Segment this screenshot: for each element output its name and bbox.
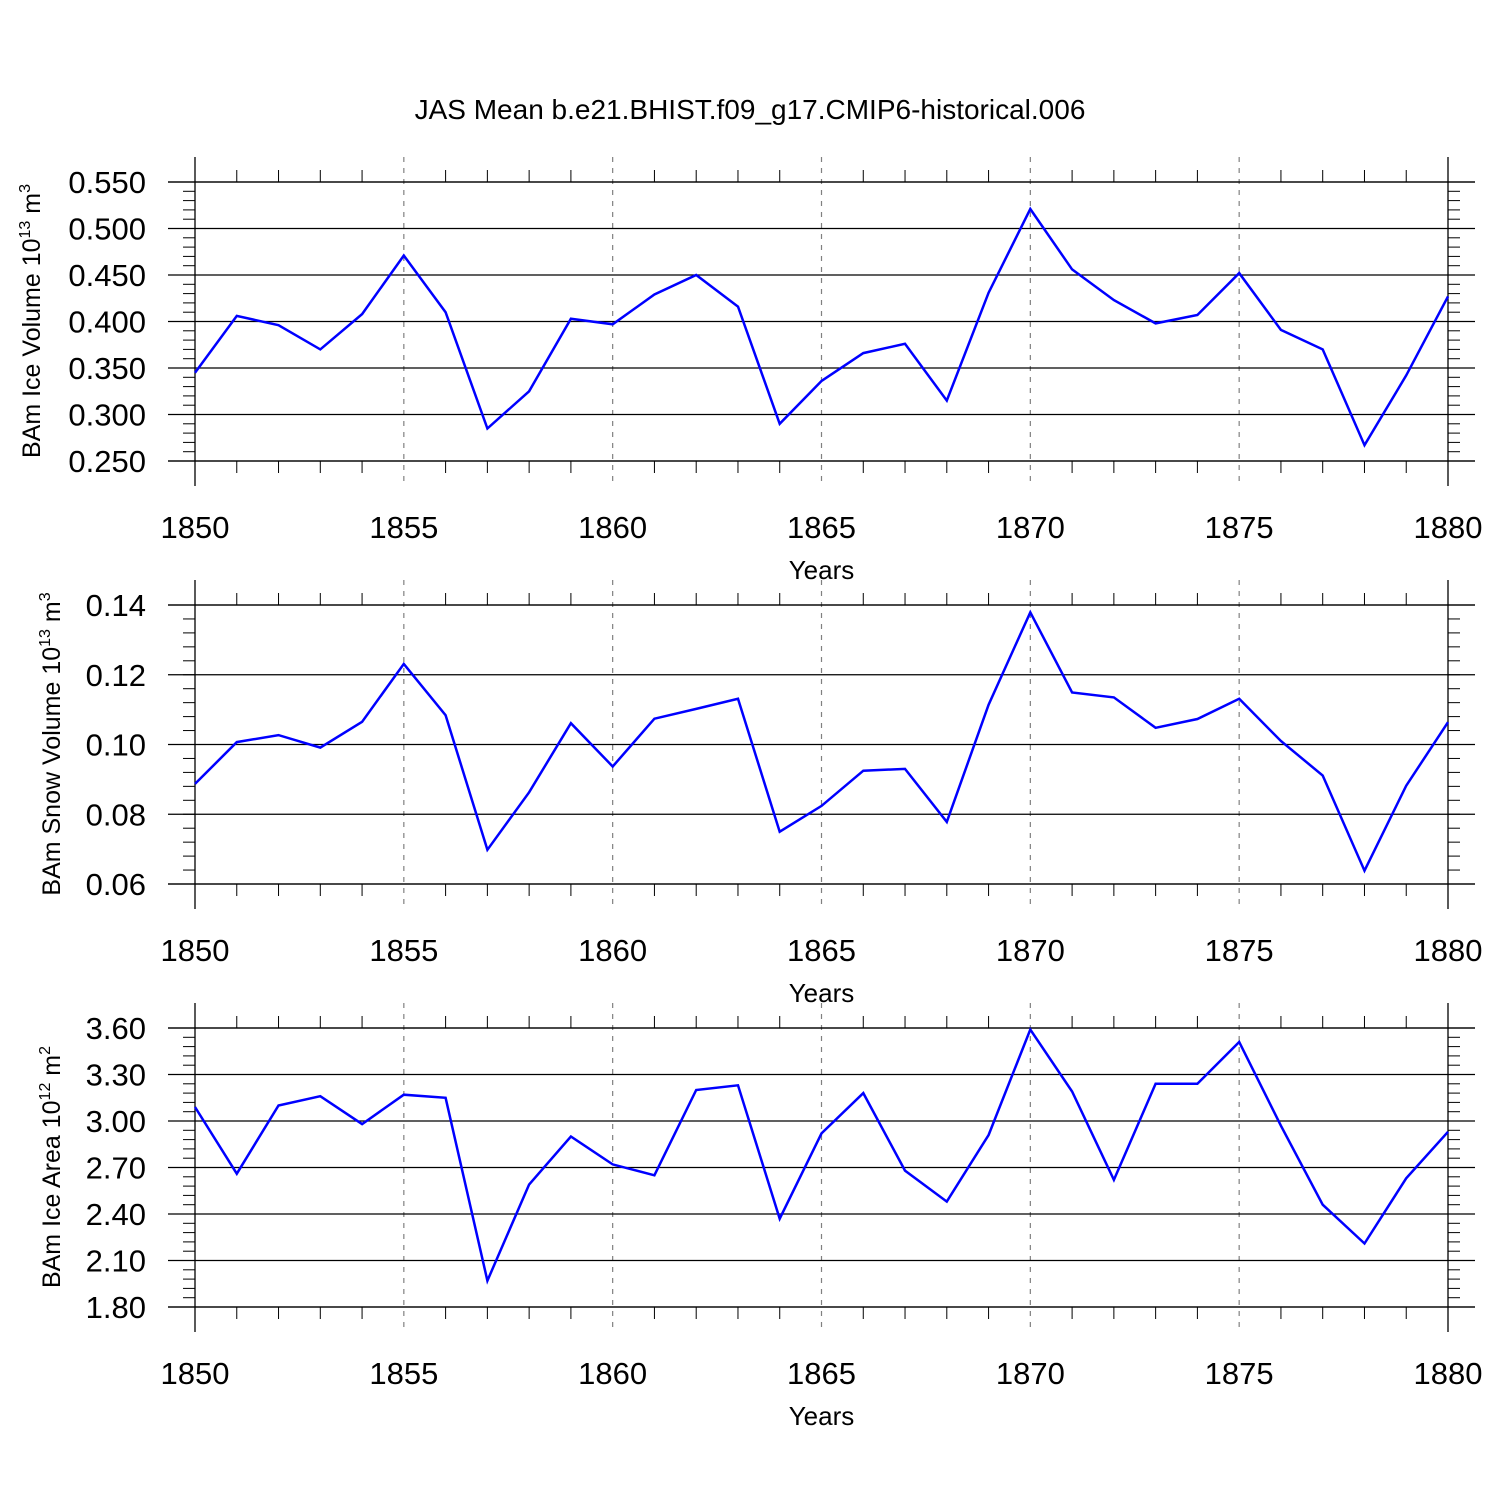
y-tick-label: 2.10 (86, 1244, 146, 1279)
y-axis-title: BAm Ice Area 1012 m2 (37, 1046, 66, 1288)
y-tick-label: 0.300 (68, 398, 146, 433)
y-tick-label: 3.00 (86, 1104, 146, 1139)
y-tick-label: 0.06 (86, 867, 146, 902)
x-tick-label: 1865 (787, 933, 856, 968)
y-tick-label: 0.10 (86, 728, 146, 763)
y-tick-label: 0.500 (68, 212, 146, 247)
x-tick-label: 1850 (161, 510, 230, 545)
chart-title: JAS Mean b.e21.BHIST.f09_g17.CMIP6-histo… (415, 94, 1086, 125)
panel-3: 1850 1855 1860 1865 1870 1875 1880 Years 1.80 2.1… (37, 1003, 1482, 1431)
y-tick-label: 0.12 (86, 658, 146, 693)
x-tick-label: 1860 (578, 510, 647, 545)
series-line-bam-ice-area (193, 1026, 1449, 1285)
x-tick-label: 1875 (1205, 933, 1274, 968)
y-tick-label: 0.450 (68, 258, 146, 293)
series-line-bam-snow-volume (194, 609, 1450, 874)
x-tick-label: 1870 (996, 510, 1065, 545)
panel-1: 1850 1855 1860 1865 1870 1875 1880Years0.2500.… (17, 157, 1482, 585)
x-tick-label: 1870 (996, 1356, 1065, 1391)
x-tick-label: 1865 (787, 1356, 856, 1391)
x-tick-label: 1855 (369, 933, 438, 968)
y-tick-label: 0.350 (68, 351, 146, 386)
x-tick-label: 1880 (1414, 510, 1483, 545)
x-axis-title: Years (789, 1401, 855, 1431)
x-tick-label: 1855 (369, 510, 438, 545)
y-tick-label: 0.08 (86, 797, 146, 832)
y-tick-label: 0.14 (86, 588, 146, 623)
x-tick-label: 1850 (161, 1356, 230, 1391)
y-tick-label: 2.40 (86, 1197, 146, 1232)
y-tick-label: 0.250 (68, 444, 146, 479)
y-axis-title: BAm Snow Volume 1013 m3 (37, 592, 66, 895)
y-tick-label: 0.550 (68, 165, 146, 200)
y-tick-label: 3.30 (86, 1058, 146, 1093)
x-tick-label: 1860 (578, 1356, 647, 1391)
x-tick-label: 1870 (996, 933, 1065, 968)
x-tick-label: 1880 (1414, 933, 1483, 968)
y-tick-label: 0.400 (68, 305, 146, 340)
series-line-bam-ice-volume (193, 206, 1450, 448)
x-tick-label: 1875 (1205, 510, 1274, 545)
x-tick-label: 1880 (1414, 1356, 1483, 1391)
y-tick-label: 2.70 (86, 1151, 146, 1186)
x-tick-label: 1875 (1205, 1356, 1274, 1391)
x-tick-label: 1865 (787, 510, 856, 545)
y-tick-label: 3.60 (86, 1011, 146, 1046)
x-tick-label: 1855 (369, 1356, 438, 1391)
y-axis-title: BAm Ice Volume 1013 m3 (17, 184, 46, 458)
x-tick-label: 1860 (578, 933, 647, 968)
panel-2: 1850 1855 1860 1865 1870 1875 1880Years0.060.0… (37, 580, 1482, 1008)
y-tick-label: 1.80 (86, 1290, 146, 1325)
x-tick-label: 1850 (161, 933, 230, 968)
